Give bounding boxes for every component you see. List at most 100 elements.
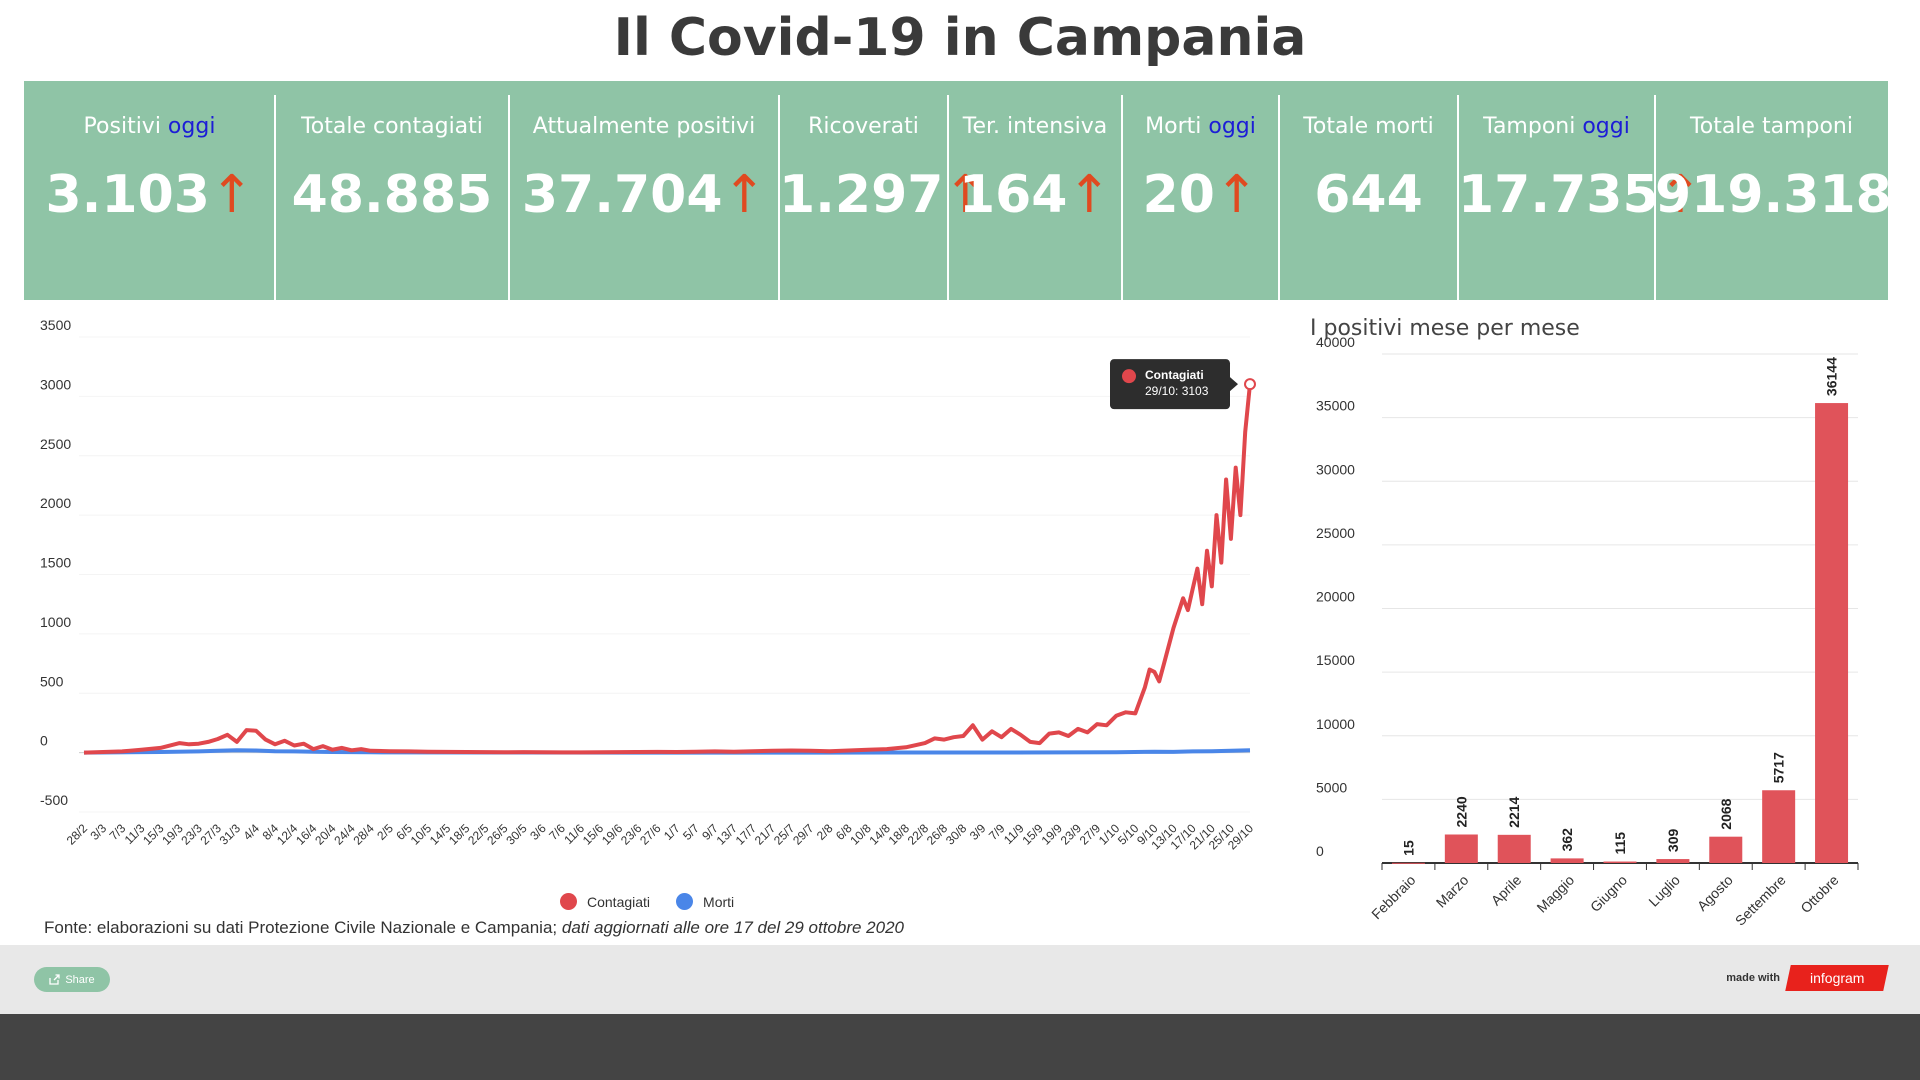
legend-item-morti[interactable]: Morti	[676, 893, 734, 910]
stat-value: 3.103↑	[24, 165, 275, 225]
trend-up-icon: ↑	[1658, 165, 1703, 225]
stat-value-number: 919.318	[1655, 165, 1892, 225]
source-text: Fonte: elaborazioni su dati Protezione C…	[44, 918, 562, 937]
stat-value-number: 644	[1314, 165, 1423, 225]
x-tick-label: 29/7	[790, 821, 817, 848]
stat-3: Ricoverati 1.297↑	[779, 81, 987, 300]
stat-label-text: Totale contagiati	[301, 114, 483, 139]
legend-label-morti: Morti	[703, 893, 735, 910]
stat-divider	[778, 95, 780, 300]
tooltip-box	[1110, 359, 1230, 410]
page-title: Il Covid-19 in Campania	[613, 8, 1307, 68]
x-category-label: Agosto	[1694, 872, 1736, 914]
tooltip-dot	[1122, 369, 1136, 384]
series-line-contagiati	[83, 383, 1252, 755]
x-tick-label: 2/8	[814, 821, 836, 843]
tooltip-series: Contagiati	[1145, 368, 1204, 382]
bar-value-label: 309	[1665, 828, 1681, 852]
bar-agosto	[1709, 836, 1743, 863]
x-category-label: Ottobre	[1797, 872, 1841, 916]
trend-up-icon: ↑	[209, 165, 254, 225]
y-tick-label: 20000	[1316, 589, 1355, 605]
y-tick-label: 500	[40, 673, 64, 689]
y-tick-label: 0	[40, 733, 48, 749]
stat-label-highlight: oggi	[160, 114, 216, 139]
monthly-bar-chart: 0 5000 10000 15000 20000 25000 30000 35000 40000…	[1316, 334, 1859, 929]
y-tick-label: 2000	[40, 495, 71, 511]
stat-divider	[1278, 95, 1280, 300]
infogram-logo[interactable]: infogram	[1785, 965, 1889, 991]
x-category-label: Febbraio	[1368, 872, 1419, 923]
x-tick-label: 27/6	[637, 821, 664, 848]
stat-value-number: 20	[1142, 165, 1215, 225]
stat-value: 37.704↑	[509, 165, 779, 225]
legend-item-contagiati[interactable]: Contagiati	[560, 893, 650, 910]
stat-5: Morti oggi 20↑	[1122, 81, 1279, 300]
daily-line-chart: -500050010001500200025003000350028/23/37…	[40, 317, 1256, 852]
stat-8: Totale tamponi 919.318	[1655, 81, 1892, 300]
x-category-label: Aprile	[1488, 872, 1525, 909]
stat-divider	[1654, 95, 1656, 300]
stat-value-number: 164	[958, 165, 1068, 225]
stat-value-number: 3.103	[45, 165, 210, 225]
footer: Share made with infogram	[0, 945, 1920, 1014]
stat-0: Positivi oggi 3.103↑	[24, 81, 275, 300]
made-with-text: made with	[1726, 972, 1780, 984]
stat-label: Ter. intensiva	[948, 114, 1122, 139]
stat-label: Tamponi oggi	[1458, 114, 1655, 139]
stat-divider	[1121, 95, 1123, 300]
stat-6: Totale morti 644	[1279, 81, 1458, 300]
source-update-note: dati aggiornati alle ore 17 del 29 ottob…	[561, 918, 905, 937]
x-tick-label: 3/3	[88, 821, 110, 843]
stat-7: Tamponi oggi 17.735↑	[1458, 81, 1702, 300]
trend-up-icon: ↑	[1067, 165, 1112, 225]
stat-label: Ricoverati	[779, 114, 948, 139]
x-tick-label: 30/5	[503, 821, 530, 848]
x-tick-label: 3/9	[967, 821, 989, 843]
stat-label: Morti oggi	[1122, 114, 1279, 139]
stat-value-number: 17.735	[1458, 165, 1659, 225]
tooltip-value: 29/10: 3103	[1145, 384, 1209, 398]
stat-value: 1.297↑	[779, 165, 987, 225]
source-note: Fonte: elaborazioni su dati Protezione C…	[44, 918, 904, 938]
stat-label: Attualmente positivi	[509, 114, 779, 139]
trend-up-icon: ↑	[943, 165, 988, 225]
stat-divider	[1457, 95, 1459, 300]
y-tick-label: 35000	[1316, 398, 1355, 414]
stat-label-text: Totale morti	[1303, 114, 1434, 139]
y-tick-label: 0	[1316, 843, 1324, 859]
stat-divider	[508, 95, 510, 300]
stats-panel: Positivi oggi 3.103↑ Totale contagiati 48.8…	[24, 81, 1892, 300]
stat-value-number: 37.704	[521, 165, 723, 225]
x-tick-label: 31/3	[217, 821, 244, 848]
y-tick-label: 2500	[40, 436, 71, 452]
stat-value: 919.318	[1655, 165, 1892, 225]
bottom-bar	[0, 1014, 1920, 1080]
bar-value-label: 2068	[1718, 798, 1734, 829]
bar-aprile	[1497, 834, 1531, 863]
infogram-logo-text: infogram	[1809, 970, 1865, 986]
stat-label-text: Attualmente positivi	[532, 114, 756, 139]
stat-label-text: Morti	[1145, 114, 1202, 139]
stat-4: Ter. intensiva 164↑	[948, 81, 1122, 300]
trend-up-icon: ↑	[722, 165, 767, 225]
x-tick-label: 28/4	[350, 821, 377, 848]
stat-value: 20↑	[1122, 165, 1279, 225]
x-tick-label: 5/7	[680, 821, 702, 843]
y-tick-label: 30000	[1316, 461, 1355, 477]
stat-label: Totale morti	[1279, 114, 1458, 139]
x-tick-label: 30/8	[943, 821, 970, 848]
y-tick-label: 1500	[40, 555, 71, 571]
bar-value-label: 2240	[1453, 796, 1469, 827]
x-category-label: Marzo	[1433, 872, 1472, 911]
x-tick-label: 3/6	[527, 821, 549, 843]
stat-value: 17.735↑	[1458, 165, 1702, 225]
x-tick-label: 2/5	[374, 821, 396, 843]
y-tick-label: -500	[40, 792, 68, 808]
line-chart-legend: Contagiati Morti	[560, 893, 734, 910]
stat-label: Positivi oggi	[24, 114, 275, 139]
bar-value-label: 362	[1559, 828, 1575, 852]
stat-label-highlight: oggi	[1575, 114, 1630, 139]
stat-label-text: Ter. intensiva	[962, 114, 1108, 139]
share-button[interactable]: Share	[34, 967, 110, 992]
